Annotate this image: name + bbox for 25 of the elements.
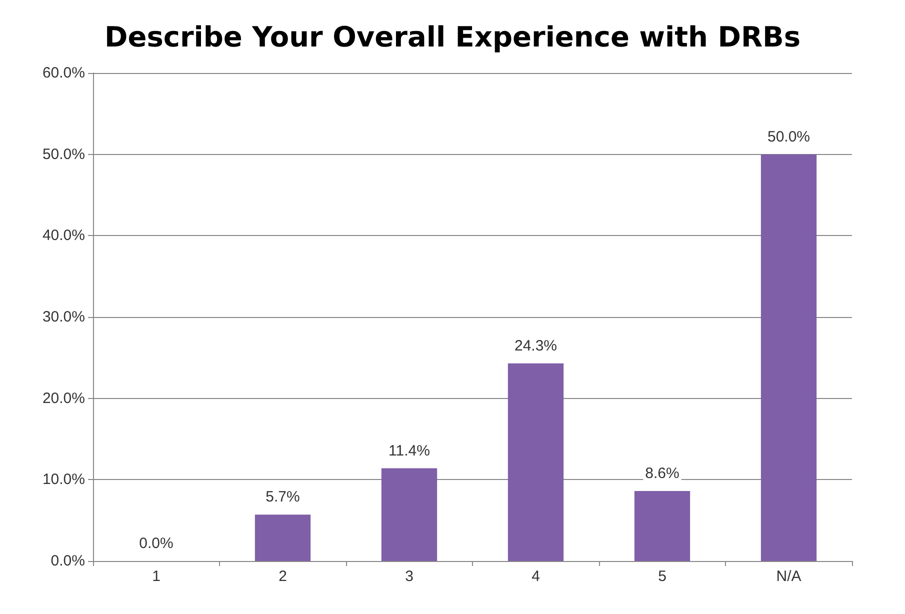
data-label: 24.3%	[514, 337, 558, 354]
x-tick-label: 2	[278, 568, 287, 585]
data-label: 11.4%	[388, 442, 430, 460]
y-tick-label: 60.0%	[42, 64, 85, 82]
chart-title: Describe Your Overall Experience with DRBs	[104, 20, 801, 54]
data-label: 8.6%	[645, 465, 680, 482]
x-tick-label: 1	[152, 568, 160, 585]
bar	[381, 468, 438, 561]
y-tick-label: 20.0%	[42, 390, 85, 407]
bar	[508, 363, 564, 561]
y-tick-label: 50.0%	[42, 146, 85, 163]
data-label: 50.0%	[767, 128, 810, 146]
x-tick-label: 5	[658, 568, 666, 585]
data-label: 0.0%	[139, 535, 174, 552]
y-tick-label: 30.0%	[42, 308, 85, 326]
bar	[634, 491, 690, 561]
bar	[760, 154, 817, 561]
x-tick-label: N/A	[776, 568, 802, 585]
y-tick-label: 40.0%	[42, 227, 85, 244]
data-label: 5.7%	[266, 488, 300, 506]
bar	[254, 514, 311, 561]
y-tick-label: 0.0%	[50, 552, 85, 570]
x-tick-label: 4	[532, 568, 540, 585]
x-tick-label: 3	[405, 568, 414, 585]
y-tick-label: 10.0%	[42, 471, 85, 488]
